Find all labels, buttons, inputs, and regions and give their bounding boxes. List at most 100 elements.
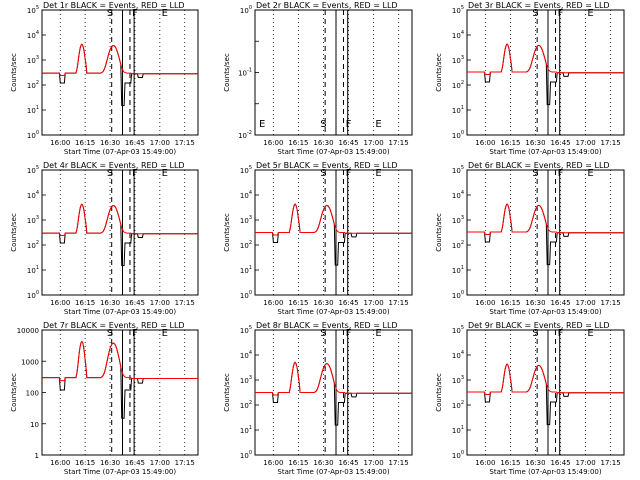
- marker-label-S: S: [320, 328, 326, 339]
- y-tick-label: 101: [27, 265, 39, 275]
- marker-label-F: F: [346, 328, 352, 339]
- x-tick-label: 16:45: [338, 299, 358, 307]
- y-tick-label: 100: [452, 130, 464, 140]
- y-tick-label: 100: [240, 290, 252, 300]
- x-tick-label: 17:15: [175, 139, 195, 147]
- series-events: [42, 43, 198, 107]
- x-tick-label: 16:30: [313, 459, 333, 467]
- x-tick-label: 17:00: [363, 459, 383, 467]
- plot-frame: [41, 169, 199, 296]
- y-tick-label: 102: [240, 240, 252, 250]
- plot-frame: [254, 9, 413, 136]
- y-tick-label: 100: [452, 290, 464, 300]
- marker-label-E: E: [587, 168, 593, 179]
- x-tick-label: 17:15: [601, 299, 621, 307]
- x-tick-label: 17:00: [150, 139, 170, 147]
- x-tick-label: 17:15: [175, 299, 195, 307]
- x-axis-label: Start Time (07-Apr-03 15:49:00): [64, 468, 176, 476]
- y-tick-label: 105: [240, 325, 252, 335]
- panel-title: Det 4r BLACK = Events, RED = LLD: [43, 161, 185, 170]
- panel-title: Det 3r BLACK = Events, RED = LLD: [468, 1, 610, 10]
- marker-label-E: E: [375, 328, 381, 339]
- y-tick-label: 103: [240, 215, 252, 225]
- x-axis-label: Start Time (07-Apr-03 15:49:00): [489, 468, 601, 476]
- series-lld: [467, 43, 624, 75]
- y-tick-label: 10000: [17, 327, 39, 335]
- panel-title: Det 8r BLACK = Events, RED = LLD: [256, 321, 398, 330]
- marker-label-F: F: [132, 168, 138, 179]
- x-tick-label: 16:30: [100, 459, 120, 467]
- y-tick-label: 100: [240, 5, 252, 15]
- x-tick-label: 17:15: [389, 459, 409, 467]
- x-tick-label: 16:15: [75, 299, 95, 307]
- x-tick-label: 16:00: [263, 139, 283, 147]
- y-tick-label: 100: [452, 450, 464, 460]
- x-tick-label: 16:00: [263, 459, 283, 467]
- y-tick-label: 102: [240, 400, 252, 410]
- panel-3: Det 3r BLACK = Events, RED = LLD 16:00 16:…: [435, 1, 625, 156]
- y-tick-label: 105: [27, 165, 39, 175]
- series-lld: [467, 363, 624, 395]
- marker-label-E: E: [587, 8, 593, 19]
- x-tick-label: 16:45: [338, 459, 358, 467]
- y-tick-label: 101: [452, 105, 464, 115]
- marker-label-S: S: [320, 119, 326, 130]
- x-tick-label: 17:15: [175, 459, 195, 467]
- y-tick-label: 100: [27, 290, 39, 300]
- y-tick-label: 105: [27, 5, 39, 15]
- x-axis-label: Start Time (07-Apr-03 15:49:00): [489, 148, 601, 156]
- y-tick-label: 100: [27, 130, 39, 140]
- x-axis-label: Start Time (07-Apr-03 15:49:00): [277, 308, 389, 316]
- x-tick-label: 16:30: [525, 459, 545, 467]
- x-tick-label: 16:45: [125, 459, 145, 467]
- panel-title: Det 2r BLACK = Events, RED = LLD: [256, 1, 398, 10]
- y-tick-label: 102: [452, 400, 464, 410]
- marker-label-S: S: [532, 328, 538, 339]
- marker-label-E: E: [375, 168, 381, 179]
- y-tick-label: 104: [27, 190, 39, 200]
- x-tick-label: 16:15: [288, 299, 308, 307]
- panel-4: Det 4r BLACK = Events, RED = LLD 16:00 16:…: [10, 161, 199, 316]
- y-tick-label: 10: [30, 421, 39, 429]
- y-tick-label: 102: [27, 80, 39, 90]
- y-tick-label: 102: [452, 240, 464, 250]
- x-tick-label: 17:15: [601, 139, 621, 147]
- x-tick-label: 16:00: [263, 299, 283, 307]
- series-events: [467, 363, 624, 426]
- panel-5: Det 5r BLACK = Events, RED = LLD 16:00 16:…: [223, 161, 413, 316]
- y-tick-label: 105: [452, 325, 464, 335]
- x-tick-label: 16:00: [475, 299, 495, 307]
- marker-label-S-start: E: [259, 119, 265, 130]
- y-tick-label: 104: [452, 350, 464, 360]
- marker-label-S: S: [107, 8, 113, 19]
- y-tick-label: 101: [452, 265, 464, 275]
- series-events: [255, 203, 412, 266]
- series-lld: [42, 340, 198, 382]
- y-tick-label: 10-2: [238, 130, 252, 140]
- y-tick-label: 103: [452, 215, 464, 225]
- y-tick-label: 1000: [21, 358, 39, 366]
- y-tick-label: 102: [27, 240, 39, 250]
- y-axis-label: Counts/sec: [223, 213, 231, 252]
- y-axis-label: Counts/sec: [223, 373, 231, 412]
- y-tick-label: 10-1: [238, 68, 252, 78]
- y-axis-label: Counts/sec: [10, 53, 18, 92]
- x-axis-label: Start Time (07-Apr-03 15:49:00): [489, 308, 601, 316]
- panel-title: Det 9r BLACK = Events, RED = LLD: [468, 321, 610, 330]
- marker-label-F: F: [558, 328, 564, 339]
- x-tick-label: 16:30: [313, 299, 333, 307]
- x-tick-label: 16:15: [500, 299, 520, 307]
- panel-1: Det 1r BLACK = Events, RED = LLD 16:00 16:…: [10, 1, 199, 156]
- y-axis-label: Counts/sec: [435, 373, 443, 412]
- x-axis-label: Start Time (07-Apr-03 15:49:00): [277, 148, 389, 156]
- x-tick-label: 17:00: [575, 139, 595, 147]
- x-tick-label: 17:00: [363, 139, 383, 147]
- y-tick-label: 103: [240, 375, 252, 385]
- y-tick-label: 105: [452, 165, 464, 175]
- x-tick-label: 16:15: [288, 139, 308, 147]
- y-axis-label: Counts/sec: [223, 53, 231, 92]
- y-tick-label: 101: [240, 425, 252, 435]
- y-axis-label: Counts/sec: [10, 373, 18, 412]
- marker-label-S: S: [532, 168, 538, 179]
- series-events: [467, 43, 624, 106]
